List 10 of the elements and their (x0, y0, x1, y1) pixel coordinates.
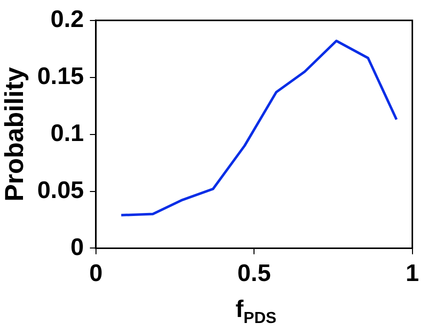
y-tick-label: 0 (70, 234, 84, 261)
y-axis-title: Probability (0, 66, 29, 202)
x-tick-label: 1 (406, 260, 420, 288)
y-tick-label: 0.1 (50, 120, 84, 147)
y-tick-label: 0.15 (37, 62, 84, 90)
y-tick-label: 0.05 (37, 176, 84, 204)
x-tick-label: 0 (89, 260, 103, 288)
y-tick-label: 0.2 (50, 6, 84, 34)
x-tick-label: 0.5 (237, 260, 271, 288)
x-axis-title: f$_{PDS}$ (234, 296, 278, 328)
